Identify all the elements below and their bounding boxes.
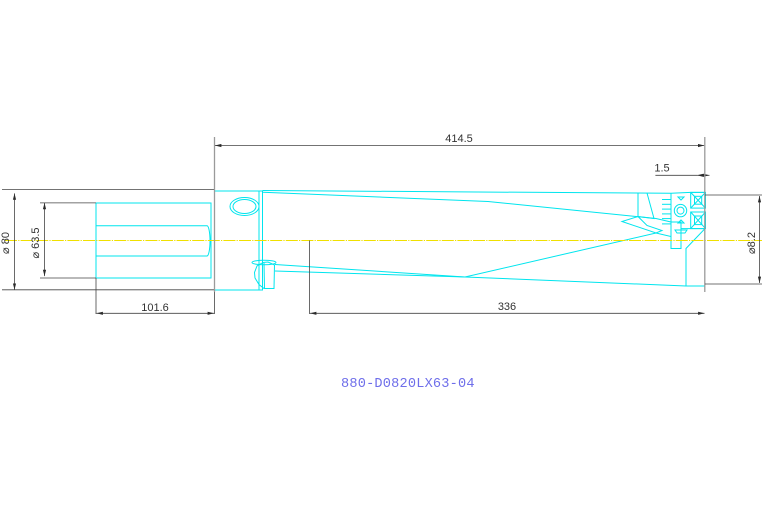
svg-text:880-D0820LX63-04: 880-D0820LX63-04 (341, 377, 475, 392)
svg-text:336: 336 (498, 301, 516, 313)
svg-text:414.5: 414.5 (445, 133, 473, 145)
svg-text:⌀ 80: ⌀ 80 (0, 232, 12, 254)
svg-text:⌀ 63.5: ⌀ 63.5 (30, 227, 42, 258)
svg-text:101.6: 101.6 (141, 302, 169, 314)
svg-text:⌀8.2: ⌀8.2 (746, 232, 758, 254)
svg-text:1.5: 1.5 (654, 163, 669, 175)
